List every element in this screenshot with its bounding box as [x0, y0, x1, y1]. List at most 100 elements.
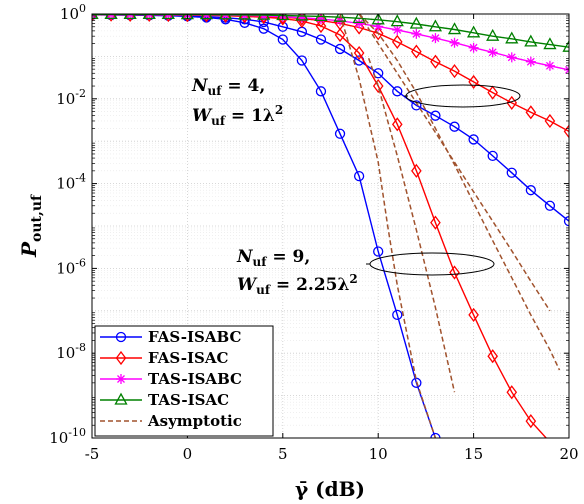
legend-swatch-marker	[114, 392, 128, 405]
annotation-n4-line2: Wuf = 1λ2	[192, 103, 283, 128]
data-point	[447, 22, 462, 35]
legend-swatch-marker	[116, 374, 126, 384]
annotation-n9-line2: Wuf = 2.25λ2	[237, 272, 358, 297]
data-point	[315, 18, 327, 34]
data-point	[163, 14, 174, 23]
data-point	[487, 47, 498, 58]
x-tick-label: 5	[278, 445, 288, 463]
data-point	[487, 150, 498, 162]
data-point	[411, 44, 422, 59]
data-point	[430, 432, 441, 438]
data-point	[276, 14, 290, 21]
data-point	[392, 309, 403, 321]
x-tick-label: 10	[369, 445, 388, 463]
data-point	[104, 14, 118, 20]
legend-label: FAS-ISAC	[148, 349, 229, 367]
annotation-n9-line1: Nuf = 9,	[236, 247, 310, 269]
data-point	[123, 14, 137, 20]
series-line	[358, 14, 551, 312]
data-point	[468, 134, 479, 145]
data-point	[371, 14, 385, 25]
data-point	[487, 85, 498, 100]
series-line	[367, 58, 456, 393]
data-point	[296, 55, 308, 66]
annotation-n4-line1: Nuf = 4,	[191, 76, 265, 98]
data-point	[449, 121, 460, 132]
data-point	[525, 105, 537, 120]
plot-frame	[91, 13, 570, 439]
data-point	[543, 37, 557, 50]
tick-layer: -5 0 5 10 15 20 100 10-2 10-4 10-6 10-8 10-10	[49, 2, 578, 463]
data-point	[430, 54, 441, 69]
data-point	[468, 42, 479, 53]
data-point	[449, 37, 460, 48]
data-point	[391, 34, 403, 49]
legend-item-asymptotic: Asymptotic	[100, 412, 242, 430]
series-line	[358, 14, 561, 371]
legend-item-tas-isabc: TAS-ISABC	[100, 370, 242, 388]
data-point	[564, 64, 569, 75]
legend-item-fas-isac: FAS-ISAC	[100, 349, 229, 367]
data-point	[392, 24, 403, 35]
data-point	[373, 21, 384, 32]
data-point	[563, 124, 569, 139]
y-tick-label: 100	[60, 2, 86, 23]
data-point	[334, 128, 346, 139]
data-point	[525, 185, 536, 196]
legend: FAS-ISABC FAS-ISAC TAS-ISABC TAS-ISAC Asympt…	[94, 325, 274, 437]
data-point	[333, 14, 347, 22]
data-point	[161, 14, 175, 20]
data-point	[411, 100, 422, 111]
data-point	[315, 86, 327, 97]
data-point	[182, 14, 193, 23]
data-point	[544, 200, 556, 211]
data-point	[505, 31, 519, 44]
legend-swatch-marker	[115, 331, 127, 343]
data-point	[562, 39, 569, 52]
data-point	[411, 163, 422, 178]
y-tick-label: 10-2	[56, 87, 86, 108]
data-point	[334, 43, 346, 55]
data-point	[506, 167, 517, 178]
x-tick-label: 20	[559, 445, 578, 463]
data-point	[524, 34, 538, 47]
legend-label: Asymptotic	[147, 412, 242, 430]
data-point	[199, 14, 214, 20]
annotation-layer: Nuf = 4, Wuf = 1λ2 Nuf = 9, Wuf = 2.25λ2	[191, 76, 521, 297]
data-point	[409, 16, 423, 29]
data-point	[487, 349, 498, 364]
data-point	[353, 45, 365, 61]
series-asymptotic-8	[358, 14, 561, 371]
data-point	[124, 14, 136, 22]
data-point	[353, 170, 365, 182]
data-point	[430, 215, 441, 230]
data-point	[544, 113, 556, 129]
data-point	[428, 19, 443, 32]
axis-labels: Pout,uf γ̄ (dB)	[17, 194, 365, 501]
data-point	[449, 265, 460, 280]
data-point	[220, 14, 231, 23]
y-tick-label: 10-8	[56, 341, 86, 362]
x-tick-label: -5	[85, 445, 100, 463]
data-point	[563, 216, 569, 227]
y-tick-label: 10-6	[56, 256, 86, 277]
data-point	[390, 14, 404, 27]
series-asymptotic-6	[367, 58, 456, 393]
data-point	[218, 14, 233, 20]
legend-box	[94, 325, 274, 437]
data-point	[525, 414, 537, 429]
data-point	[372, 78, 384, 94]
x-tick-label: 15	[464, 445, 483, 463]
x-axis-label: γ̄ (dB)	[295, 477, 365, 501]
data-point	[238, 14, 252, 20]
data-point	[430, 33, 441, 44]
data-point	[449, 64, 460, 79]
legend-label: TAS-ISAC	[148, 391, 229, 409]
legend-item-fas-isabc: FAS-ISABC	[100, 328, 241, 346]
data-point	[372, 26, 384, 41]
data-point	[373, 68, 384, 79]
data-point	[411, 28, 422, 39]
data-point	[506, 385, 518, 400]
data-point	[143, 14, 155, 22]
data-point	[314, 14, 328, 22]
